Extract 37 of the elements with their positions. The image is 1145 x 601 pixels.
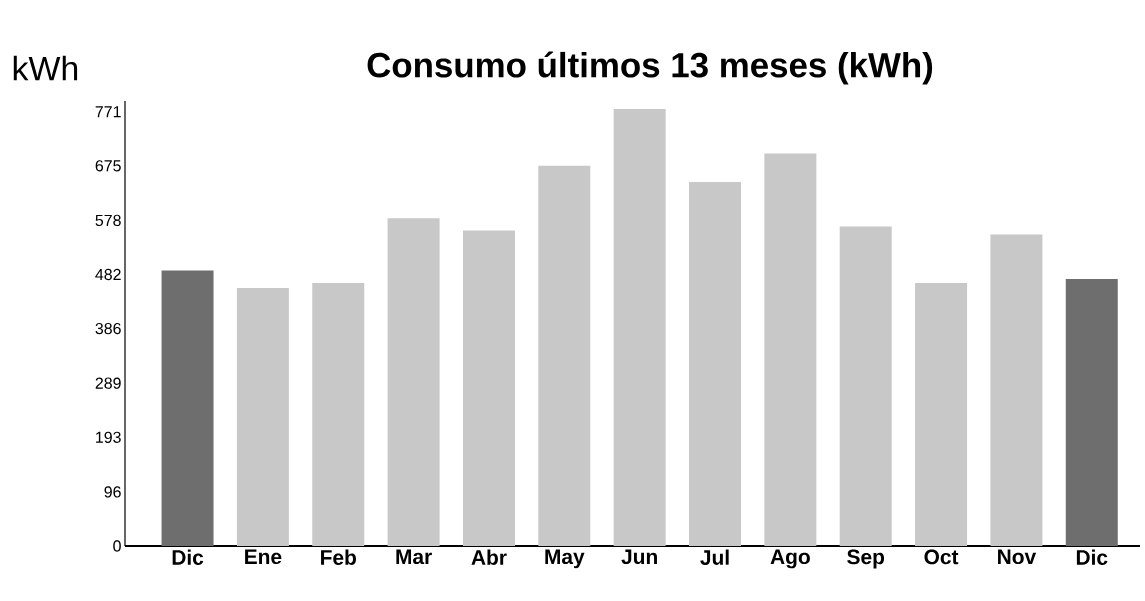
x-tick-label: Abr	[471, 549, 507, 565]
bar	[915, 282, 968, 546]
x-tick-label: Mar	[396, 549, 432, 565]
x-tick-label: May	[545, 549, 585, 569]
x-tick-label: Oct	[924, 549, 959, 565]
y-tick-label: 578	[95, 214, 121, 227]
bar	[613, 108, 666, 546]
y-tick-label: 193	[96, 431, 121, 443]
bar	[236, 288, 289, 546]
chart-title: Consumo últimos 13 meses (kWh)	[367, 51, 933, 85]
bar	[161, 270, 214, 546]
x-tick-label: Ago	[770, 549, 810, 569]
bar	[764, 153, 817, 546]
bar	[387, 218, 440, 546]
x-tick-label: Jun	[621, 549, 657, 565]
y-tick-label: 0	[113, 540, 121, 552]
x-tick-label: Ene	[245, 549, 282, 565]
y-axis-title: kWh	[13, 55, 78, 81]
bar	[839, 226, 892, 546]
bar	[689, 182, 741, 546]
x-tick-label: Nov	[998, 549, 1037, 565]
y-tick-label: 675	[95, 160, 121, 172]
y-tick-label: 96	[104, 486, 121, 498]
bar	[990, 234, 1043, 546]
x-tick-label: Feb	[321, 549, 356, 565]
bar	[462, 230, 515, 546]
x-tick-label: Sep	[847, 549, 885, 569]
bar	[538, 165, 591, 546]
y-tick-label: 386	[95, 322, 121, 335]
x-tick-label: Dic	[1076, 549, 1108, 565]
x-tick-label: Dic	[172, 549, 204, 565]
y-tick-label: 482	[95, 268, 121, 281]
y-tick-label: 289	[95, 377, 121, 389]
bar	[312, 282, 365, 546]
x-tick-label: Jul	[700, 549, 729, 565]
bar	[1065, 279, 1118, 546]
y-tick-label: 771	[95, 106, 121, 118]
